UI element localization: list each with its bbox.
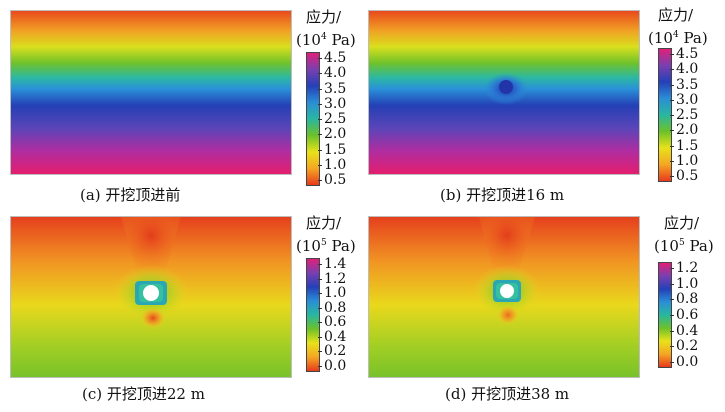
colorbar-tickmark — [670, 69, 674, 70]
colorbar-tick-label: 1.5 — [676, 138, 699, 154]
colorbar-tickmark — [670, 115, 674, 116]
colorbar-tick-label: 0.4 — [324, 329, 347, 345]
stress-below-d — [497, 305, 519, 325]
colorbar-tick-label: 1.0 — [324, 285, 347, 301]
colorbar-tick-label: 4.5 — [324, 50, 347, 66]
colorbar-c — [306, 258, 320, 372]
colorbar-tickmark — [670, 85, 674, 86]
colorbar-tickmark — [670, 315, 674, 316]
colorbar-unit-d: (105 Pa) — [654, 237, 714, 255]
colorbar-tickmark — [318, 165, 322, 166]
colorbar-tickmark — [670, 146, 674, 147]
colorbar-tick-label: 2.5 — [676, 107, 699, 123]
colorbar-tick-label: 1.0 — [676, 153, 699, 169]
colorbar-tick-label: 1.2 — [676, 260, 699, 276]
heatmap-svg-b — [369, 11, 639, 174]
heatmap-svg-d — [369, 217, 639, 377]
colorbar-tick-label: 0.0 — [324, 358, 347, 374]
colorbar-title-c: 应力/ — [306, 214, 342, 232]
colorbar-tickmark — [318, 58, 322, 59]
caption-c: (c) 开挖顶进22 m — [82, 385, 205, 403]
colorbar-tick-label: 0.5 — [324, 172, 347, 188]
colorbar-tickmark — [318, 104, 322, 105]
colorbar-tick-label: 1.0 — [324, 157, 347, 173]
colorbar-tickmark — [670, 284, 674, 285]
colorbar-tickmark — [670, 54, 674, 55]
colorbar-tickmark — [318, 264, 322, 265]
caption-a: (a) 开挖顶进前 — [80, 186, 181, 204]
colorbar-tickmark — [318, 337, 322, 338]
colorbar-tickmark — [318, 293, 322, 294]
colorbar-tickmark — [318, 73, 322, 74]
colorbar-tick-label: 0.2 — [324, 343, 347, 359]
colorbar-tick-label: 0.8 — [676, 291, 699, 307]
colorbar-tick-label: 1.0 — [676, 276, 699, 292]
colorbar-tick-label: 1.5 — [324, 142, 347, 158]
colorbar-tickmark — [670, 346, 674, 347]
tunnel-d — [500, 284, 514, 298]
heatmap-plot-c — [10, 216, 292, 378]
colorbar-unit-b: (104 Pa) — [648, 29, 708, 47]
colorbar-tick-label: 2.0 — [324, 126, 347, 142]
colorbar-tick-label: 0.6 — [324, 314, 347, 330]
stress-plume-d — [479, 217, 535, 277]
colorbar-tickmark — [670, 130, 674, 131]
colorbar-unit-c: (105 Pa) — [296, 237, 356, 255]
colorbar-tick-label: 0.4 — [676, 323, 699, 339]
colorbar-tickmark — [670, 161, 674, 162]
stress-below-c — [140, 307, 166, 329]
colorbar-title-d: 应力/ — [664, 214, 700, 232]
colorbar-tick-label: 0.2 — [676, 338, 699, 354]
colorbar-tickmark — [318, 150, 322, 151]
colorbar-tickmark — [318, 89, 322, 90]
colorbar-tick-label: 0.6 — [676, 307, 699, 323]
colorbar-tickmark — [670, 331, 674, 332]
stress-plume-c — [121, 217, 181, 279]
heatmap-svg-a — [11, 11, 291, 174]
colorbar-tickmark — [318, 366, 322, 367]
colorbar-tickmark — [318, 308, 322, 309]
colorbar-tick-label: 1.2 — [324, 271, 347, 287]
colorbar-tickmark — [670, 176, 674, 177]
colorbar-tick-label: 0.0 — [676, 354, 699, 370]
colorbar-tickmark — [670, 362, 674, 363]
colorbar-tick-label: 0.8 — [324, 300, 347, 316]
colorbar-tick-label: 4.0 — [324, 65, 347, 81]
colorbar-tickmark — [670, 100, 674, 101]
colorbar-tickmark — [670, 299, 674, 300]
tunnel-c — [143, 285, 159, 301]
stress-field-a — [11, 11, 291, 174]
heatmap-plot-b — [368, 10, 640, 175]
colorbar-tickmark — [318, 180, 322, 181]
colorbar-tickmark — [318, 119, 322, 120]
heatmap-plot-d — [368, 216, 640, 378]
colorbar-tick-label: 4.0 — [676, 61, 699, 77]
colorbar-tick-label: 0.5 — [676, 168, 699, 184]
caption-b: (b) 开挖顶进16 m — [440, 186, 565, 204]
colorbar-tick-label: 2.5 — [324, 111, 347, 127]
colorbar-tick-label: 3.0 — [324, 96, 347, 112]
colorbar-tick-label: 3.5 — [676, 77, 699, 93]
colorbar-title-b: 应力/ — [658, 6, 694, 24]
colorbar-tick-label: 1.4 — [324, 256, 347, 272]
colorbar-tickmark — [670, 268, 674, 269]
colorbar-tick-label: 2.0 — [676, 122, 699, 138]
colorbar-tickmark — [318, 351, 322, 352]
colorbar-tickmark — [318, 322, 322, 323]
caption-d: (d) 开挖顶进38 m — [445, 385, 570, 403]
colorbar-tickmark — [318, 134, 322, 135]
colorbar-tickmark — [318, 279, 322, 280]
colorbar-tick-label: 3.0 — [676, 92, 699, 108]
colorbar-unit-a: (104 Pa) — [296, 31, 356, 49]
colorbar-tick-label: 3.5 — [324, 81, 347, 97]
heatmap-plot-a — [10, 10, 292, 175]
heatmap-svg-c — [11, 217, 291, 377]
colorbar-tick-label: 4.5 — [676, 46, 699, 62]
colorbar-title-a: 应力/ — [306, 8, 342, 26]
tunnel-b — [499, 80, 513, 94]
